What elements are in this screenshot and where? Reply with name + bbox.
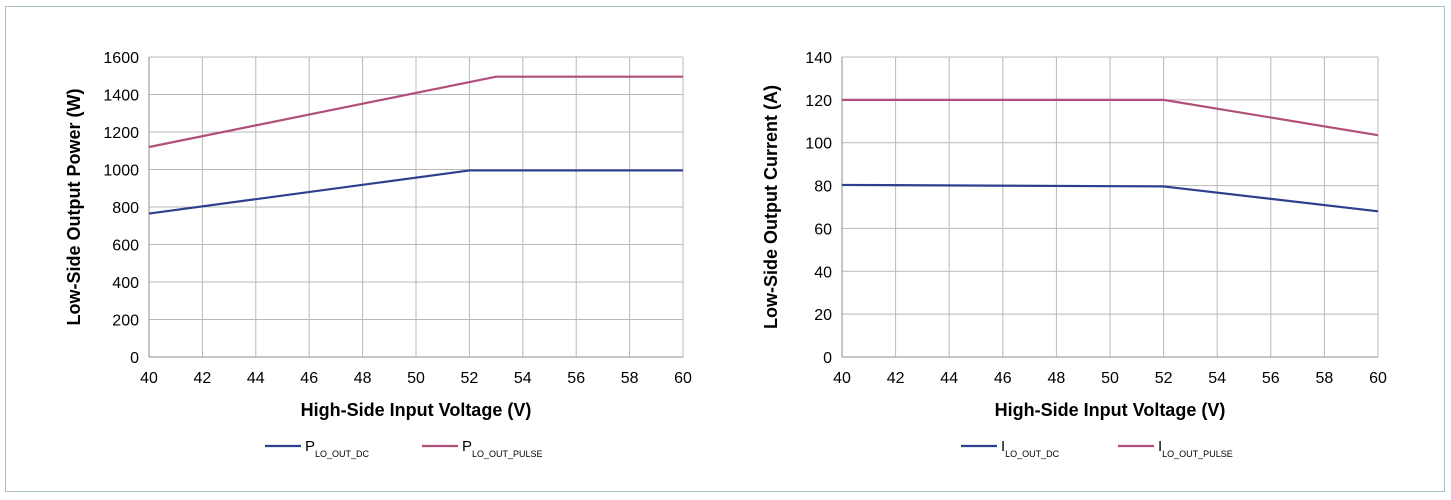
series-line-lo-out-pulse	[148, 75, 683, 149]
legend-label-sub: LO_OUT_PULSE	[1162, 449, 1233, 459]
x-tick-label: 56	[1262, 370, 1280, 387]
series-line-lo-out-pulse	[842, 98, 1379, 137]
x-tick-label: 40	[140, 370, 158, 387]
y-tick-label: 140	[805, 50, 832, 67]
x-tick-label: 58	[1316, 370, 1334, 387]
x-tick-label: 52	[461, 370, 479, 387]
legend-label: ILO_OUT_DC	[1001, 438, 1060, 459]
y-tick-label: 80	[814, 179, 832, 196]
y-axis-title: Low-Side Output Current (A)	[761, 85, 781, 329]
y-tick-label: 800	[112, 200, 139, 217]
y-tick-label: 40	[814, 264, 832, 281]
y-tick-label: 1200	[103, 125, 139, 142]
y-tick-label: 0	[823, 350, 832, 367]
legend-label-sub: LO_OUT_PULSE	[472, 449, 543, 459]
legend-label-main: I	[1158, 438, 1162, 455]
legend-label-main: P	[462, 438, 472, 455]
x-tick-label: 42	[194, 370, 212, 387]
x-tick-label: 54	[514, 370, 532, 387]
y-tick-label: 200	[112, 313, 139, 330]
x-tick-label: 44	[940, 370, 958, 387]
y-tick-label: 20	[814, 307, 832, 324]
legend-label-main: I	[1001, 438, 1005, 455]
chart-2: 40 42 44 46 48 50 52 54 56 58 60 0 20 40 60 80 100 120 140…	[761, 50, 1387, 459]
y-tick-label: 1600	[103, 50, 139, 67]
legend-label: ILO_OUT_PULSE	[1158, 438, 1233, 459]
y-tick-label: 400	[112, 275, 139, 292]
legend-label-sub: LO_OUT_DC	[315, 449, 370, 459]
x-tick-label: 40	[833, 370, 851, 387]
y-tick-label: 1400	[103, 88, 139, 105]
x-tick-label: 56	[567, 370, 585, 387]
figure-frame	[5, 6, 1445, 492]
y-tick-label: 120	[805, 93, 832, 110]
series-line-lo-out-dc	[148, 169, 683, 215]
y-tick-label: 100	[805, 136, 832, 153]
x-axis-title: High-Side Input Voltage (V)	[995, 400, 1226, 420]
x-tick-label: 60	[1369, 370, 1387, 387]
x-tick-label: 52	[1155, 370, 1173, 387]
y-tick-label: 0	[130, 350, 139, 367]
y-tick-label: 60	[814, 221, 832, 238]
y-tick-label: 1000	[103, 163, 139, 180]
x-tick-label: 54	[1208, 370, 1226, 387]
x-tick-label: 58	[621, 370, 639, 387]
y-axis-title: Low-Side Output Power (W)	[64, 89, 84, 326]
x-axis-title: High-Side Input Voltage (V)	[301, 400, 532, 420]
x-tick-label: 46	[300, 370, 318, 387]
x-tick-label: 50	[407, 370, 425, 387]
series-line-lo-out-dc	[841, 183, 1379, 213]
x-tick-label: 46	[994, 370, 1012, 387]
x-tick-label: 50	[1101, 370, 1119, 387]
x-tick-label: 48	[354, 370, 372, 387]
chart-1: 40 42 44 46 48 50 52 54 56 58 60020040060080010001…	[64, 50, 692, 459]
legend-label: PLO_OUT_PULSE	[462, 438, 543, 459]
x-tick-label: 42	[887, 370, 905, 387]
legend-label-sub: LO_OUT_DC	[1005, 449, 1060, 459]
x-tick-label: 60	[674, 370, 692, 387]
y-tick-label: 600	[112, 238, 139, 255]
legend-label-main: P	[305, 438, 315, 455]
legend-label: PLO_OUT_DC	[305, 438, 370, 459]
x-tick-label: 44	[247, 370, 265, 387]
x-tick-label: 48	[1048, 370, 1066, 387]
